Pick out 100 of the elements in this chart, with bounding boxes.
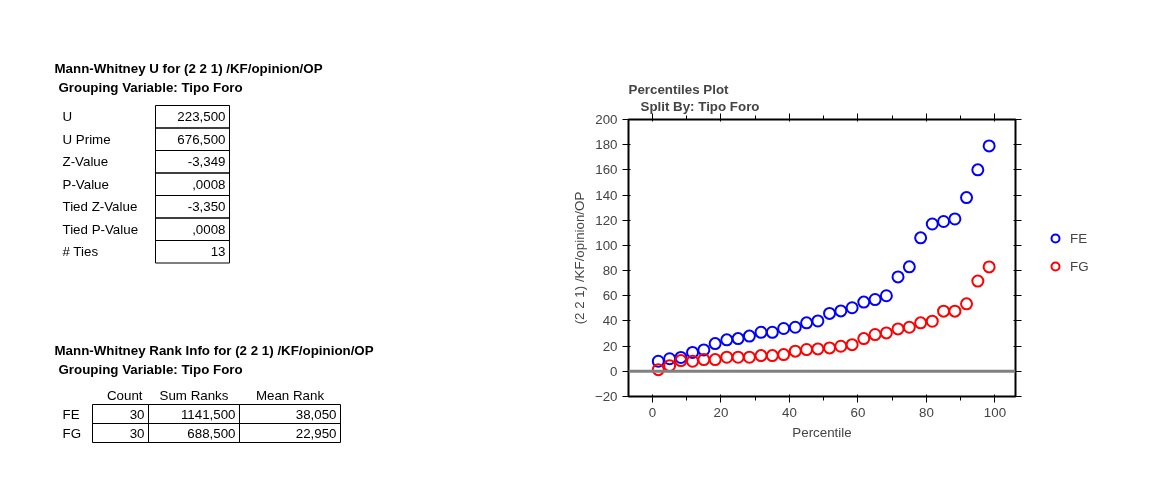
point bbox=[788, 344, 802, 358]
point bbox=[742, 350, 756, 364]
y-tick-label: 140 bbox=[595, 187, 618, 203]
text: Count bbox=[106, 388, 143, 403]
text: 38,050 bbox=[295, 406, 337, 422]
point bbox=[720, 333, 734, 347]
point bbox=[925, 314, 939, 328]
text: ,0008 bbox=[192, 176, 226, 192]
y-tick-label: −20 bbox=[594, 389, 618, 404]
y-axis-title: (2 2 1) /KF/opinion/OP bbox=[571, 191, 587, 325]
point bbox=[982, 139, 996, 153]
y-tick-label: 20 bbox=[602, 338, 618, 354]
point bbox=[800, 316, 814, 330]
point bbox=[823, 341, 837, 355]
point bbox=[834, 339, 848, 353]
text: Z-Value bbox=[62, 154, 109, 170]
y-tick-label: 200 bbox=[595, 112, 618, 127]
text: Mann-Whitney U for (2 2 1) /KF/opinion/OP bbox=[54, 61, 323, 76]
x-tick-label: 100 bbox=[983, 404, 1007, 420]
point bbox=[948, 212, 962, 226]
point bbox=[948, 304, 962, 318]
text: # Ties bbox=[62, 244, 99, 260]
chart-title: Percentiles Plot bbox=[628, 81, 730, 97]
text: Tied Z-Value bbox=[62, 199, 138, 215]
point bbox=[742, 329, 756, 343]
point bbox=[868, 293, 882, 307]
point bbox=[731, 332, 745, 346]
point bbox=[811, 342, 825, 356]
point bbox=[754, 325, 768, 339]
point bbox=[868, 328, 882, 342]
text: U bbox=[62, 109, 73, 125]
text: Sum Ranks bbox=[159, 388, 229, 403]
text: U Prime bbox=[62, 131, 111, 147]
point bbox=[765, 349, 779, 363]
point bbox=[663, 359, 677, 373]
point bbox=[879, 289, 893, 303]
text: FG bbox=[62, 425, 82, 441]
y-tick-label: 60 bbox=[602, 288, 618, 304]
point bbox=[686, 345, 700, 359]
text: P-Value bbox=[62, 176, 109, 192]
text: -3,349 bbox=[187, 154, 226, 170]
point bbox=[845, 301, 859, 315]
legend-label: FG bbox=[1070, 258, 1090, 274]
text: 30 bbox=[129, 406, 145, 422]
point bbox=[777, 348, 791, 362]
text: 223,500 bbox=[177, 109, 226, 125]
point bbox=[697, 343, 711, 357]
point bbox=[960, 297, 974, 311]
point bbox=[879, 326, 893, 340]
text: Grouping Variable: Tipo Foro bbox=[58, 80, 243, 95]
text: -3,350 bbox=[187, 199, 226, 215]
point bbox=[937, 304, 951, 318]
y-tick-label: 100 bbox=[595, 237, 618, 253]
y-tick-label: 80 bbox=[602, 263, 618, 279]
text: 22,950 bbox=[295, 425, 337, 441]
text: 676,500 bbox=[177, 131, 226, 147]
text: 30 bbox=[129, 425, 145, 441]
point bbox=[765, 325, 779, 339]
point bbox=[731, 350, 745, 364]
text: Mann-Whitney Rank Info for (2 2 1) /KF/opinion/OP bbox=[54, 343, 374, 358]
x-tick-label: 40 bbox=[782, 404, 797, 420]
y-tick-label: 120 bbox=[595, 212, 618, 228]
point bbox=[891, 270, 905, 284]
y-tick-label: 180 bbox=[595, 137, 618, 153]
text: ,0008 bbox=[192, 221, 226, 237]
text: 13 bbox=[210, 244, 226, 260]
point bbox=[982, 260, 996, 274]
point bbox=[960, 191, 974, 205]
point bbox=[720, 350, 734, 364]
point bbox=[902, 320, 916, 334]
point bbox=[754, 349, 768, 363]
point bbox=[971, 163, 985, 177]
point bbox=[857, 295, 871, 309]
text: Tied P-Value bbox=[62, 221, 139, 237]
x-tick-label: 80 bbox=[919, 404, 934, 420]
point bbox=[788, 320, 802, 334]
x-tick-label: 20 bbox=[713, 404, 729, 420]
point bbox=[914, 316, 928, 330]
point bbox=[902, 260, 916, 274]
point bbox=[663, 352, 677, 366]
point bbox=[857, 332, 871, 346]
point bbox=[697, 353, 711, 367]
point bbox=[708, 353, 722, 367]
point bbox=[971, 274, 985, 288]
point bbox=[674, 350, 688, 364]
point bbox=[651, 354, 665, 368]
point bbox=[651, 363, 665, 377]
text: 1141,500 bbox=[180, 406, 236, 422]
point bbox=[914, 231, 928, 245]
point bbox=[891, 322, 905, 336]
chart-subtitle: Split By: Tipo Foro bbox=[640, 98, 760, 114]
y-tick-label: 40 bbox=[602, 313, 618, 329]
y-tick-label: 160 bbox=[595, 162, 618, 178]
point bbox=[708, 337, 722, 351]
point bbox=[686, 354, 700, 368]
x-tick-label: 60 bbox=[850, 404, 866, 420]
point bbox=[845, 338, 859, 352]
text: Grouping Variable: Tipo Foro bbox=[58, 362, 243, 377]
x-tick-label: 0 bbox=[648, 404, 657, 420]
point bbox=[834, 304, 848, 318]
